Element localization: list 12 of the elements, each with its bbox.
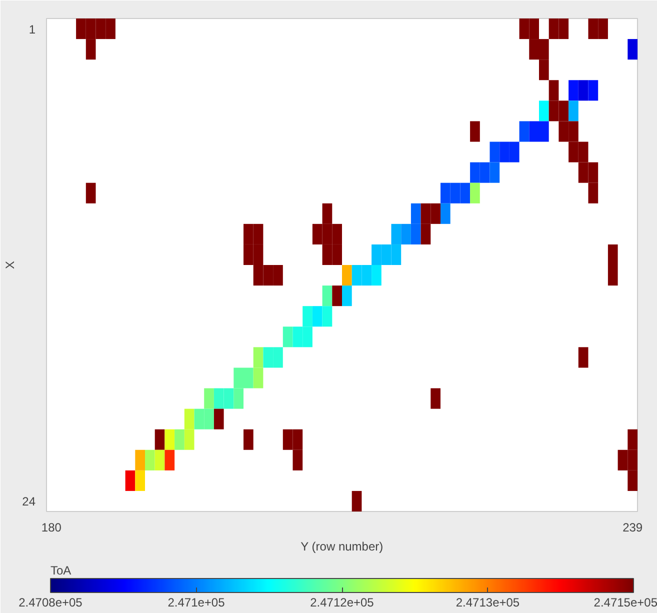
y-axis-title: X: [3, 260, 18, 269]
color-bar-label: 2.471e+05: [168, 596, 226, 610]
x-tick-label: 180: [41, 520, 62, 534]
color-bar-label: 2.4713e+05: [456, 596, 520, 610]
color-bar-label: 2.4712e+05: [310, 596, 374, 610]
y-tick-label: 1: [28, 22, 36, 36]
y-tick-label: 24: [22, 494, 36, 509]
color-bar-title: ToA: [50, 564, 72, 578]
x-tick-label: 239: [622, 520, 643, 534]
color-bar-label: 2.4708e+05: [18, 596, 83, 610]
x-axis-title: Y (row number): [300, 540, 384, 554]
color-bar-label: 2.4715e+05: [594, 596, 657, 610]
